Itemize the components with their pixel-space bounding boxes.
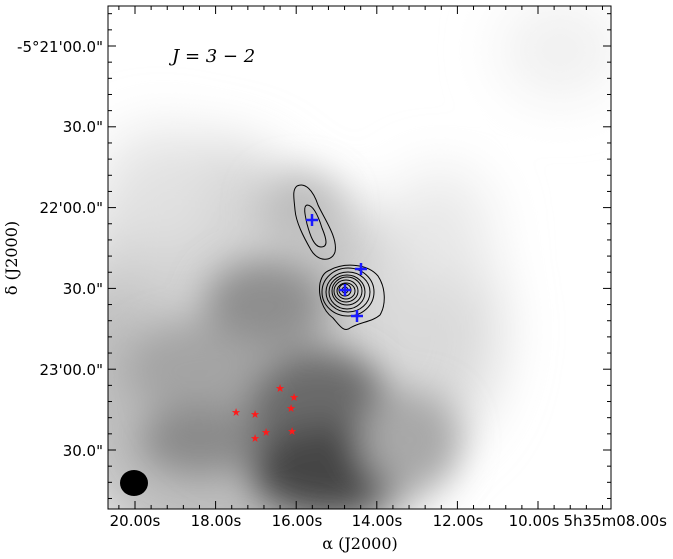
y-tick-label: 23'00.0" xyxy=(39,361,103,379)
x-tick-labels: 20.00s 18.00s 16.00s 14.00s 12.00s 10.00… xyxy=(110,512,668,530)
x-tick-label: 18.00s xyxy=(191,512,242,530)
red-star-marker: ★ xyxy=(231,406,241,419)
red-star-markers: ★ ★ ★ ★ ★ ★ ★ ★ xyxy=(231,382,299,445)
blue-cross-marker xyxy=(351,310,363,322)
y-tick-label: 22'00.0" xyxy=(39,199,103,217)
y-tick-label: -5°21'00.0" xyxy=(17,38,103,56)
x-tick-label: 5h35m08.00s xyxy=(563,512,667,530)
plot-frame xyxy=(107,5,612,510)
x-tick-label: 20.00s xyxy=(110,512,161,530)
y-tick-label: 30.0" xyxy=(63,280,103,298)
y-tick-labels: -5°21'00.0" 30.0" 22'00.0" 30.0" 23'00.0… xyxy=(17,38,103,460)
red-star-marker: ★ xyxy=(250,408,260,421)
y-tick-label: 30.0" xyxy=(63,118,103,136)
y-tick-label: 30.0" xyxy=(63,442,103,460)
blue-cross-marker xyxy=(355,263,367,275)
x-tick-label: 16.00s xyxy=(272,512,323,530)
red-star-marker: ★ xyxy=(289,391,299,404)
red-star-marker: ★ xyxy=(286,402,296,415)
x-tick-label: 14.00s xyxy=(352,512,403,530)
blue-cross-marker xyxy=(306,214,318,226)
red-star-marker: ★ xyxy=(250,432,260,445)
beam-ellipse xyxy=(120,470,148,496)
blue-cross-marker xyxy=(339,284,351,296)
axis-ticks xyxy=(108,6,611,509)
red-star-marker: ★ xyxy=(275,382,285,395)
red-star-marker: ★ xyxy=(261,426,271,439)
x-tick-label: 12.00s xyxy=(433,512,484,530)
y-axis-label: δ (J2000) xyxy=(2,221,21,295)
x-tick-label: 10.00s xyxy=(509,512,560,530)
red-star-marker: ★ xyxy=(287,425,297,438)
emission-map xyxy=(108,6,611,509)
blue-cross-markers xyxy=(306,214,367,322)
panel-label: J = 3 − 2 xyxy=(168,46,255,67)
x-axis-label: α (J2000) xyxy=(322,534,398,553)
